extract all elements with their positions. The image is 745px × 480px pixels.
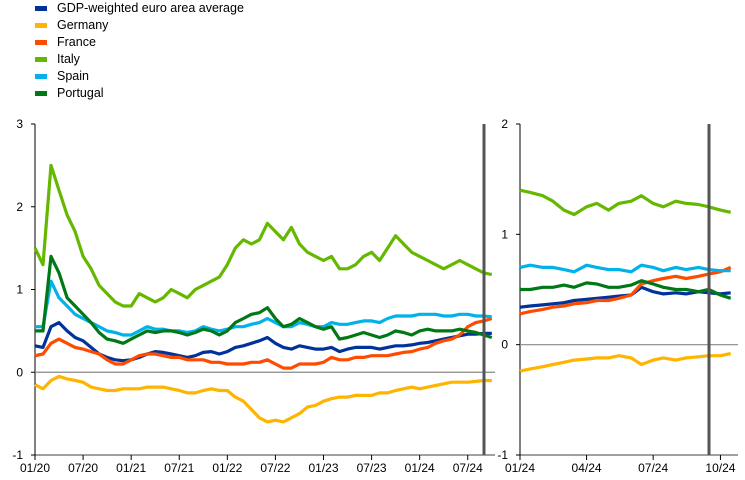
legend-swatch [35,23,47,28]
series-line [33,163,493,308]
y-tick-label: -1 [497,448,508,462]
x-tick-label: 01/21 [116,461,146,475]
y-tick-label: 1 [16,283,23,297]
legend: GDP-weighted euro area average Germany F… [35,0,244,102]
legend-item: Italy [35,51,244,68]
series-line [519,351,732,373]
series-line [519,188,732,217]
legend-item: GDP-weighted euro area average [35,0,244,17]
y-tick-label: 2 [16,200,23,214]
x-tick-label: 07/22 [260,461,290,475]
legend-item: Spain [35,68,244,85]
y-tick-label: -1 [12,448,23,462]
x-tick-label: 10/24 [705,461,735,475]
x-tick-label: 01/23 [308,461,338,475]
legend-swatch [35,74,47,79]
y-tick-label: 0 [16,365,23,379]
x-tick-label: 07/24 [453,461,483,475]
x-tick-label: 04/24 [572,461,602,475]
x-tick-label: 01/20 [20,461,50,475]
series-line [34,374,492,424]
legend-swatch [35,91,47,96]
legend-label: Spain [57,69,89,83]
legend-label: Italy [57,52,80,66]
y-tick-label: 0 [501,338,508,352]
x-tick-label: 01/24 [505,461,535,475]
y-tick-label: 1 [501,227,508,241]
legend-swatch [35,6,47,11]
legend-label: Portugal [57,86,104,100]
x-tick-label: 01/24 [405,461,435,475]
x-tick-label: 07/23 [357,461,387,475]
legend-swatch [35,40,47,45]
legend-label: France [57,35,96,49]
x-tick-label: 07/21 [164,461,194,475]
legend-item: Germany [35,17,244,34]
series-line [519,265,732,316]
series-line [34,316,493,370]
legend-label: GDP-weighted euro area average [57,1,244,15]
series-line [519,263,731,274]
legend-swatch [35,57,47,62]
x-tick-label: 07/20 [68,461,98,475]
x-tick-label: 07/24 [638,461,668,475]
series-line [34,321,492,363]
y-tick-label: 3 [16,117,23,131]
x-tick-label: 01/22 [212,461,242,475]
legend-label: Germany [57,18,109,32]
series-line [35,254,493,345]
legend-item: France [35,34,244,51]
series-line [520,279,732,300]
y-tick-label: 2 [501,117,508,131]
legend-item: Portugal [35,85,244,102]
series-line [35,279,492,337]
